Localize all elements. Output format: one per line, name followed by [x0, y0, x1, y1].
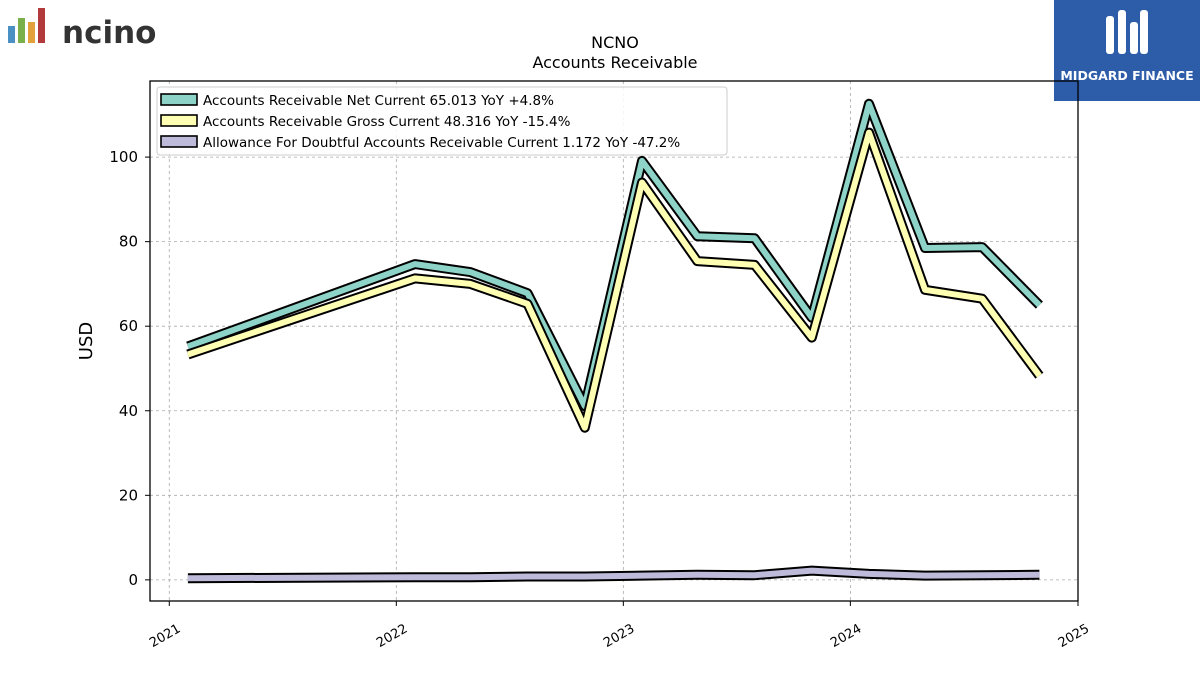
series-2	[186, 127, 1044, 433]
logo-bar-4	[38, 8, 45, 43]
legend-label: Accounts Receivable Net Current 65.013 Y…	[203, 93, 554, 109]
grid-layer	[150, 81, 1079, 601]
legend-label: Allowance For Doubtful Accounts Receivab…	[203, 135, 680, 151]
x-tick-label: 2021	[147, 621, 183, 651]
y-axis-label: USD	[76, 322, 97, 360]
midgard-logo-text: MIDGARD FINANCE	[1060, 68, 1194, 83]
plot-frame	[149, 80, 1079, 602]
y-tick-label: 0	[128, 571, 138, 589]
y-tick-label: 40	[119, 402, 138, 420]
series-1-line	[186, 100, 1042, 410]
x-tick-label: 2025	[1056, 621, 1092, 651]
legend-box	[156, 86, 728, 156]
logo-bar-1	[8, 26, 15, 43]
series-3-line	[187, 567, 1040, 582]
legend-swatch	[160, 135, 198, 148]
chart-subtitle: Accounts Receivable	[532, 53, 697, 72]
x-tick-label: 2024	[828, 621, 864, 651]
y-tick-label: 20	[119, 486, 138, 504]
ncino-logo-graphic: ncino	[8, 8, 156, 51]
x-tick-label: 2023	[601, 621, 637, 651]
ncino-logo-text: ncino	[62, 15, 156, 46]
series-2-line	[186, 129, 1042, 431]
chart-title: NCNO	[591, 33, 639, 52]
legend-label: Accounts Receivable Gross Current 48.316…	[203, 114, 571, 130]
series-layer	[186, 98, 1044, 584]
series-3	[187, 565, 1040, 584]
midgard-logo-mark-icon	[1106, 10, 1148, 54]
legend: Accounts Receivable Net Current 65.013 Y…	[156, 86, 728, 156]
y-tick-label: 60	[119, 317, 138, 335]
logo-bar-3	[28, 22, 35, 43]
ncino-logo: ncino	[6, 6, 166, 51]
x-tick-label: 2022	[374, 621, 410, 651]
series-1	[186, 98, 1043, 412]
legend-swatch	[160, 114, 198, 127]
legend-swatch	[160, 93, 198, 106]
y-tick-label: 100	[109, 148, 138, 166]
logo-bar-2	[18, 18, 25, 43]
y-tick-label: 80	[119, 233, 138, 251]
